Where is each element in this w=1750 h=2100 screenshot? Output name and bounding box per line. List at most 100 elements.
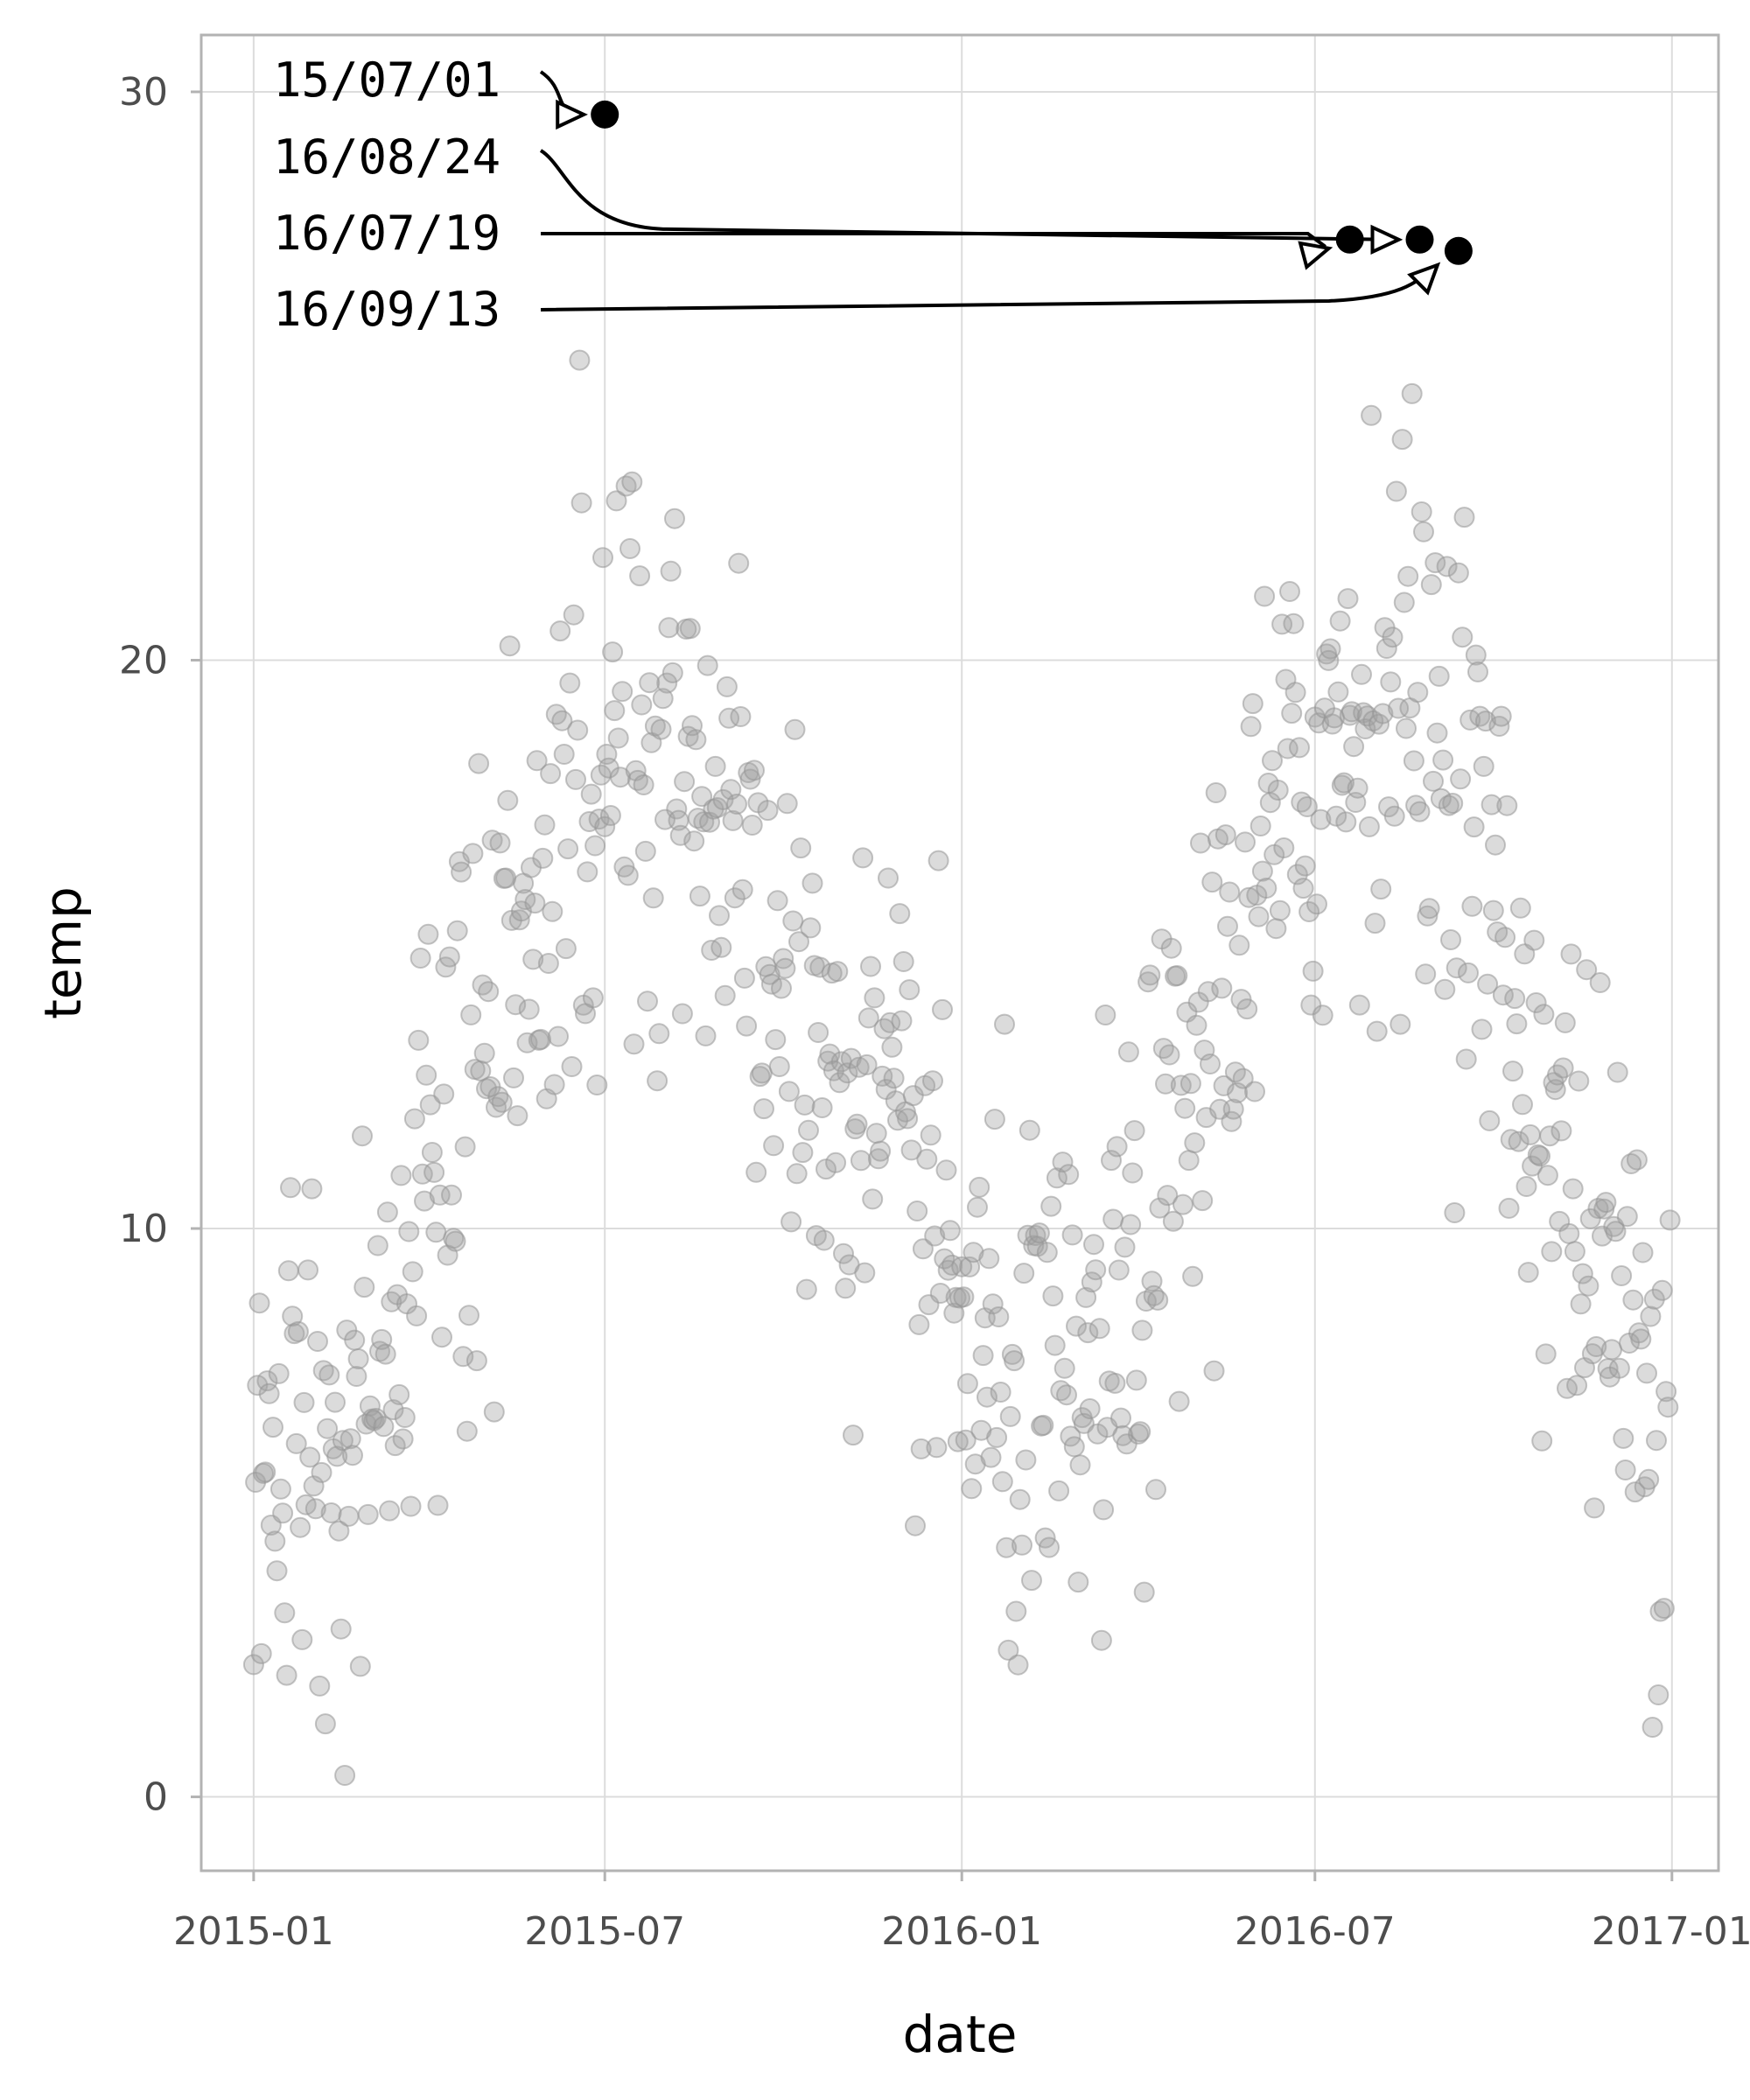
data-point	[1613, 1427, 1634, 1449]
data-point	[996, 1536, 1018, 1558]
data-point	[1284, 682, 1306, 704]
data-point	[487, 1086, 509, 1108]
data-point	[1292, 878, 1314, 900]
data-point	[346, 1366, 368, 1387]
data-point	[1403, 750, 1424, 772]
data-point	[808, 1022, 830, 1043]
data-point	[557, 838, 579, 860]
y-tick-label: 10	[119, 1207, 168, 1251]
data-point	[318, 1364, 340, 1386]
data-point	[897, 1108, 919, 1130]
data-point	[268, 1362, 290, 1384]
data-point	[1174, 1097, 1196, 1119]
data-point	[766, 890, 788, 912]
data-point	[798, 1119, 819, 1141]
data-point	[1648, 1684, 1670, 1705]
data-point	[565, 768, 586, 790]
data-point	[751, 1062, 773, 1084]
data-point	[1329, 610, 1351, 632]
data-point	[1058, 1164, 1080, 1186]
data-point	[916, 1148, 938, 1170]
data-point	[376, 1201, 398, 1223]
data-point	[1228, 934, 1250, 956]
data-point	[255, 1461, 276, 1483]
data-point	[1424, 552, 1446, 574]
data-point	[491, 1091, 513, 1113]
data-point	[567, 719, 589, 741]
data-point	[1310, 808, 1332, 830]
data-point	[1535, 1343, 1557, 1365]
data-point	[277, 1260, 299, 1282]
data-point	[379, 1500, 401, 1522]
data-point	[1081, 1271, 1102, 1293]
data-point	[1095, 1004, 1116, 1026]
data-point	[906, 1200, 928, 1222]
data-point	[1066, 1315, 1087, 1337]
data-point	[741, 815, 763, 836]
data-point	[1265, 918, 1287, 940]
data-point	[1396, 718, 1417, 739]
data-point	[1018, 1119, 1040, 1141]
data-point	[325, 1391, 346, 1413]
data-point	[1052, 1152, 1074, 1173]
data-point	[889, 903, 911, 925]
data-point	[534, 814, 556, 836]
data-point	[1413, 521, 1434, 542]
data-point	[1572, 1263, 1593, 1284]
data-point	[1242, 693, 1264, 715]
data-point	[497, 789, 519, 811]
data-point	[580, 783, 602, 805]
data-point	[922, 1070, 943, 1092]
data-point	[1256, 878, 1278, 899]
data-point	[1605, 1221, 1627, 1242]
data-point	[790, 837, 812, 859]
data-point	[926, 1437, 948, 1459]
data-point	[1656, 1381, 1677, 1403]
data-point	[1117, 1041, 1139, 1063]
data-point	[1120, 1214, 1142, 1236]
data-point	[870, 1140, 892, 1162]
data-point	[1646, 1430, 1667, 1452]
x-tick-label: 2016-07	[1235, 1909, 1396, 1954]
data-point	[1235, 831, 1256, 853]
data-point	[978, 1248, 1000, 1270]
highlight-arrowhead	[1370, 224, 1404, 255]
data-point	[910, 1438, 932, 1460]
highlight-label: 15/07/01	[273, 52, 500, 108]
axis-ticks: 2015-01 2015-07 2016-01 2016-07 2017-01 0 10 20…	[119, 70, 1750, 1954]
data-point	[1388, 697, 1410, 719]
data-point	[1110, 1407, 1131, 1429]
data-point	[367, 1235, 388, 1256]
data-point	[1624, 1481, 1646, 1503]
data-point	[1550, 1120, 1572, 1142]
data-point	[1442, 793, 1464, 814]
data-point	[1093, 1499, 1115, 1521]
data-point	[802, 872, 823, 894]
data-point	[1420, 574, 1442, 596]
data-point	[438, 946, 460, 968]
data-point	[1259, 792, 1281, 814]
highlight-connector	[539, 149, 1396, 242]
data-point	[1131, 1320, 1153, 1341]
data-point	[1496, 794, 1518, 816]
data-point	[848, 1056, 870, 1078]
data-point	[1312, 1004, 1334, 1026]
data-point	[1028, 1222, 1050, 1244]
data-point	[1200, 1054, 1221, 1074]
data-point	[454, 1136, 476, 1158]
data-point	[1508, 1130, 1530, 1152]
highlight-point	[1335, 225, 1364, 254]
data-point	[314, 1713, 336, 1735]
data-point	[373, 1416, 395, 1438]
data-point	[710, 936, 732, 958]
data-point	[1636, 1362, 1657, 1384]
data-point	[563, 604, 584, 626]
data-point	[526, 750, 548, 772]
data-point	[1659, 1209, 1681, 1231]
data-point	[612, 681, 634, 703]
data-point	[924, 1225, 946, 1247]
data-point	[1130, 1421, 1152, 1443]
data-point	[1160, 937, 1182, 959]
data-point	[1007, 1654, 1029, 1676]
data-point	[577, 861, 598, 883]
